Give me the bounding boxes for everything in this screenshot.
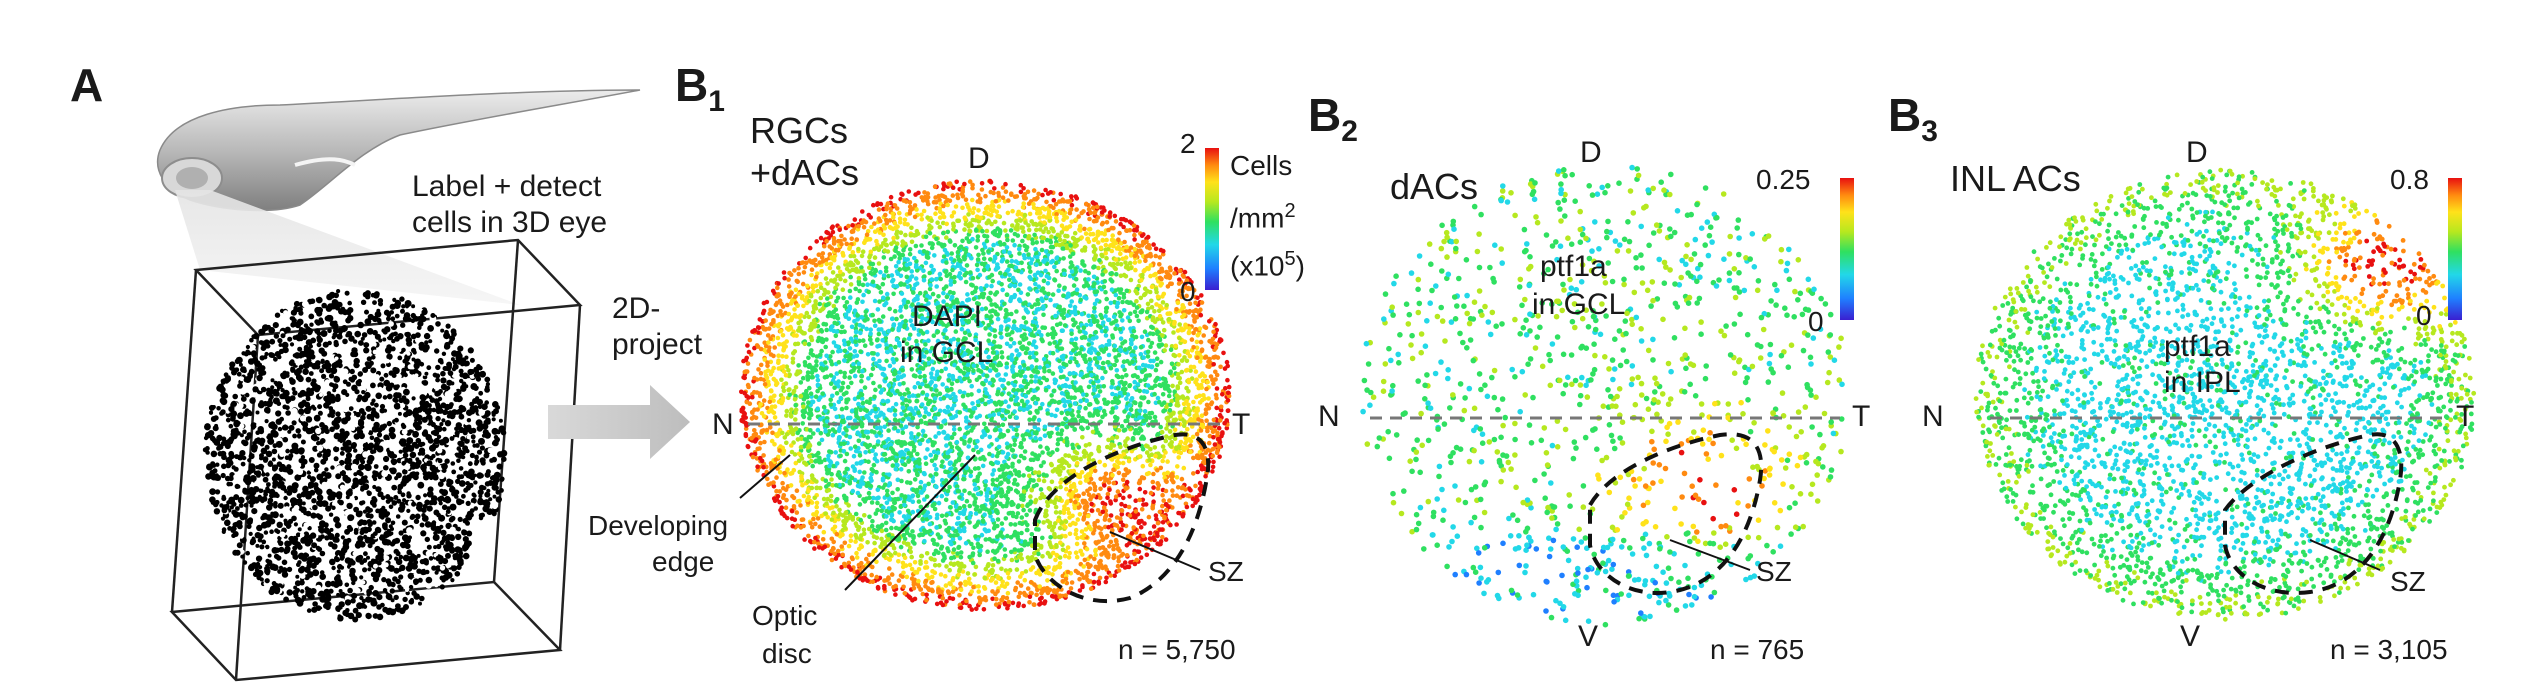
panel-b2-letter-sub: 2 [1341,115,1358,148]
panel-b2-colorbar-min: 0 [1808,306,1824,338]
panel-b2-letter-main: B [1308,89,1341,141]
b1-density-map [739,179,1231,612]
projection-label-line2: project [612,328,702,362]
panel-b1-letter-sub: 1 [708,85,725,118]
panel-b1-letter: B1 [675,58,725,119]
developing-edge-label-line1: Developing [588,510,728,542]
panel-b1-units-close: ) [1296,250,1305,281]
b1-colorbar [1205,148,1219,290]
panel-b2-title: dACs [1390,166,1478,208]
panel-b2-sz-label: SZ [1756,556,1792,588]
panel-b3-stain-line2: in IPL [2164,366,2241,400]
panel-b3-sz-label: SZ [2390,566,2426,598]
projection-label-line1: 2D- [612,292,660,326]
panel-b3-letter: B3 [1888,88,1938,149]
panel-b1-title-line2: +dACs [750,152,859,194]
panel-b2-ventral-label: V [1578,620,1598,654]
panel-b2-letter: B2 [1308,88,1358,149]
panel-b1-units-sup: 2 [1284,200,1295,222]
panel-a-caption-line2: cells in 3D eye [412,206,607,240]
panel-b1-temporal-label: T [1232,408,1250,442]
panel-b3-colorbar-min: 0 [2416,300,2432,332]
panel-b2-stain-line1: ptf1a [1540,250,1607,284]
panel-b2-nasal-label: N [1318,400,1340,434]
panel-b1-stain-line2: in GCL [900,336,993,370]
panel-b1-cell-count: n = 5,750 [1118,634,1236,666]
panel-b1-title-line1: RGCs [750,110,848,152]
panel-b3-dorsal-label: D [2186,136,2208,170]
panel-b2-dorsal-label: D [1580,136,1602,170]
panel-b3-letter-sub: 3 [1921,115,1938,148]
panel-b3-title: INL ACs [1950,158,2081,200]
panel-b1-colorbar-min: 0 [1180,276,1196,308]
panel-b1-dorsal-label: D [968,142,990,176]
panel-b1-sz-label: SZ [1208,556,1244,588]
panel-a-caption-line1: Label + detect [412,170,601,204]
panel-b1-units-line1: Cells [1230,150,1292,182]
panel-b1-stain-line1: DAPI [912,300,982,334]
3d-cell-cloud [203,289,508,623]
b2-colorbar [1840,178,1854,320]
panel-b1-colorbar-max: 2 [1180,128,1196,160]
panel-b3-colorbar-max: 0.8 [2390,164,2429,196]
panel-b3-ventral-label: V [2180,620,2200,654]
panel-b2-stain-line2: in GCL [1532,288,1625,322]
panel-b3-nasal-label: N [1922,400,1944,434]
panel-b1-units-scale: (x10 [1230,250,1284,281]
developing-edge-label-line2: edge [652,546,714,578]
panel-b1-units-exp: 5 [1284,248,1295,270]
panel-b2-temporal-label: T [1852,400,1870,434]
optic-disc-label-line1: Optic [752,600,817,632]
b3-colorbar [2448,178,2462,320]
panel-b2-colorbar-max: 0.25 [1756,164,1811,196]
panel-a-letter: A [70,58,103,112]
panel-b1-units-per-mm: /mm [1230,202,1284,233]
projection-arrow [548,385,690,459]
panel-b1-nasal-label: N [712,408,734,442]
panel-b3-temporal-label: T [2456,400,2474,434]
developing-edge-pointer [740,455,790,498]
panel-b1-units-line2: /mm2 [1230,200,1296,234]
panel-b3-letter-main: B [1888,89,1921,141]
panel-b1-units-line3: (x105) [1230,248,1305,282]
panel-b1-letter-main: B [675,59,708,111]
panel-b3-stain-line1: ptf1a [2164,330,2231,364]
panel-b2-cell-count: n = 765 [1710,634,1804,666]
panel-b3-cell-count: n = 3,105 [2330,634,2448,666]
optic-disc-label-line2: disc [762,638,812,670]
